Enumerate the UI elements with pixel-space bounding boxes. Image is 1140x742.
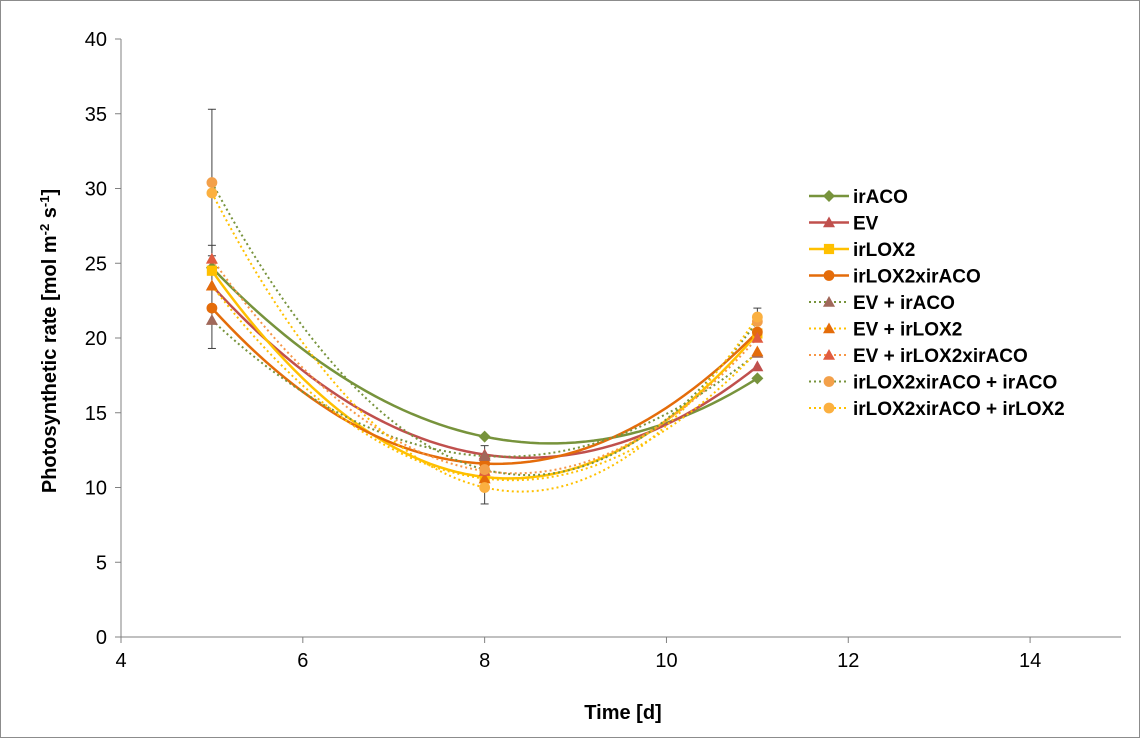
y-tick-label: 15 bbox=[85, 403, 107, 425]
legend-marker bbox=[823, 216, 835, 228]
data-point bbox=[206, 187, 218, 199]
y-axis-title: Photosynthetic rate [mol m-2 s-1] bbox=[37, 189, 62, 493]
x-tick-label: 12 bbox=[837, 650, 859, 672]
legend-marker bbox=[823, 349, 835, 360]
x-tick-label: 14 bbox=[1019, 650, 1041, 672]
data-point bbox=[206, 177, 218, 188]
data-point bbox=[479, 482, 491, 493]
legend-label: EV + irLOX2xirACO bbox=[853, 346, 1028, 367]
y-tick-label: 25 bbox=[85, 253, 107, 275]
legend-label: irLOX2 bbox=[853, 240, 915, 261]
data-point bbox=[205, 252, 218, 264]
y-tick-label: 30 bbox=[85, 179, 107, 201]
axes: 0 5 10 15 20 25 30 35 40 4 6 8 10 12 14 bbox=[85, 29, 1121, 672]
legend-marker bbox=[823, 190, 835, 202]
series-line-6 bbox=[211, 285, 759, 482]
legend-marker bbox=[823, 243, 835, 255]
x-tick-label: 8 bbox=[479, 650, 490, 672]
legend: irACO EV irLOX2 irLOX2xirACO EV + irACO EV + … bbox=[809, 187, 1065, 420]
series-markers bbox=[205, 177, 764, 493]
x-tick-label: 6 bbox=[297, 650, 308, 672]
data-point bbox=[478, 450, 491, 461]
y-tick-label: 20 bbox=[85, 328, 107, 350]
data-point bbox=[751, 345, 764, 357]
legend-label: irLOX2xirACO + irACO bbox=[853, 373, 1057, 394]
y-tick-label: 35 bbox=[85, 104, 107, 126]
legend-marker bbox=[823, 322, 835, 334]
data-point bbox=[751, 332, 764, 343]
y-axis-title-sup2: -1 bbox=[37, 196, 52, 208]
data-point bbox=[751, 360, 764, 372]
x-tick-label: 4 bbox=[115, 650, 126, 672]
error-bars bbox=[207, 108, 762, 505]
data-point bbox=[205, 279, 218, 291]
x-axis-title: Time [d] bbox=[584, 702, 661, 724]
data-point bbox=[205, 314, 218, 325]
y-axis-title-main: Photosynthetic rate [mol m bbox=[39, 235, 61, 493]
y-tick-label: 10 bbox=[85, 478, 107, 500]
legend-marker bbox=[823, 296, 835, 307]
data-point bbox=[206, 302, 218, 314]
data-point bbox=[479, 464, 491, 475]
data-point bbox=[751, 372, 764, 385]
data-point bbox=[478, 472, 491, 484]
y-tick-label: 40 bbox=[85, 29, 107, 51]
y-tick-label: 5 bbox=[96, 552, 107, 574]
legend-marker bbox=[823, 270, 835, 281]
legend-label: EV bbox=[853, 214, 879, 235]
legend-label: irLOX2xirACO bbox=[853, 267, 981, 288]
legend-label: irLOX2xirACO + irLOX2 bbox=[853, 399, 1065, 420]
y-tick-label: 0 bbox=[96, 627, 107, 649]
legend-label: irACO bbox=[853, 187, 908, 208]
legend-label: EV + irLOX2 bbox=[853, 320, 962, 341]
data-point bbox=[206, 265, 218, 276]
data-point bbox=[478, 430, 491, 443]
y-axis-title-end: ] bbox=[39, 189, 61, 196]
data-point bbox=[751, 311, 763, 323]
x-tick-label: 10 bbox=[655, 650, 677, 672]
y-axis-title-mid: s bbox=[39, 207, 61, 224]
legend-label: EV + irACO bbox=[853, 293, 955, 314]
y-axis-title-sup1: -2 bbox=[37, 224, 52, 236]
series-line-9 bbox=[211, 192, 759, 493]
legend-marker bbox=[823, 376, 835, 387]
legend-marker bbox=[823, 402, 835, 414]
